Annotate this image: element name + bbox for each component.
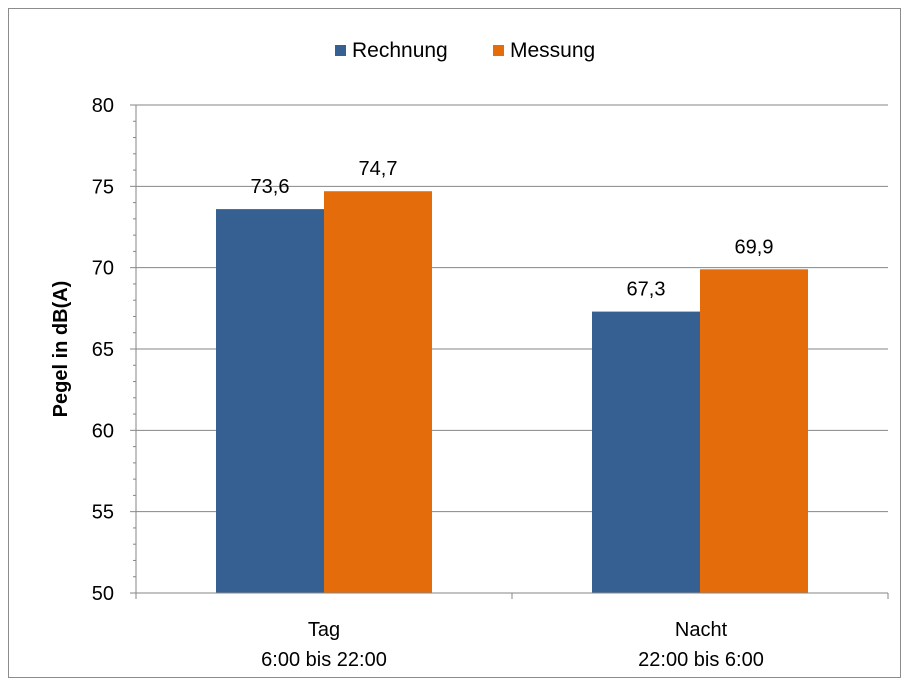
legend-swatch-messung <box>493 45 504 56</box>
y-tick-label-75: 75 <box>92 176 114 198</box>
x-tick-label-tag-line1: Tag <box>308 619 340 641</box>
y-tick-label-65: 65 <box>92 339 114 361</box>
y-axis-title: Pegel in dB(A) <box>50 281 72 418</box>
legend-label-rechnung: Rechnung <box>352 39 448 62</box>
bar-rechnung-1 <box>592 311 700 593</box>
data-label-messung-0: 74,7 <box>359 158 398 180</box>
x-tick-label-nacht-line2: 22:00 bis 6:00 <box>638 649 764 671</box>
legend: Rechnung Messung <box>335 39 595 62</box>
y-tick-label-70: 70 <box>92 258 114 280</box>
bar-messung-0 <box>324 191 432 594</box>
x-tick-label-tag-line2: 6:00 bis 22:00 <box>261 649 387 671</box>
data-label-messung-1: 69,9 <box>735 236 774 258</box>
bar-rechnung-0 <box>216 209 324 593</box>
bar-messung-1 <box>700 269 808 593</box>
y-tick-label-50: 50 <box>92 583 114 605</box>
legend-label-messung: Messung <box>510 39 595 62</box>
legend-swatch-rechnung <box>335 45 346 56</box>
x-tick-label-nacht-line1: Nacht <box>675 619 728 641</box>
y-tick-label-60: 60 <box>92 420 114 442</box>
data-label-rechnung-1: 67,3 <box>627 279 666 301</box>
y-tick-label-55: 55 <box>92 502 114 524</box>
data-label-rechnung-0: 73,6 <box>251 176 290 198</box>
y-tick-label-80: 80 <box>92 95 114 117</box>
